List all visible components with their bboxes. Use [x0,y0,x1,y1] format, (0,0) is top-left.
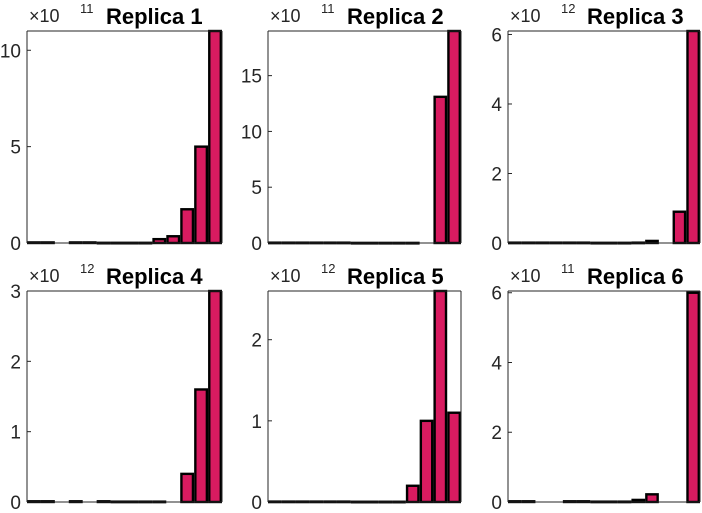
chart-title: Replica 2 [347,4,444,29]
bar-2-14 [447,29,461,245]
chart-title: Replica 3 [587,4,684,29]
chart-title: Replica 4 [106,264,203,289]
bar-2-13 [433,95,448,245]
y-tick-label: 2 [10,352,21,373]
bar-3-13 [672,210,687,245]
exponent-label: ×10 [29,266,60,286]
chart-title: Replica 1 [106,4,203,29]
bar-5-12 [419,419,434,504]
bar-6-14 [686,291,701,504]
chart-panel-6: 0 2 4 6 ×10 11 Replica 6 [491,261,701,513]
y-tick-label: 10 [241,122,262,143]
bar-3-14 [686,29,701,245]
exponent-label: ×10 [270,6,301,26]
bar-1-12 [180,208,195,245]
bar-5-11 [405,484,420,504]
chart-title: Replica 6 [587,264,684,289]
y-tick-label: 0 [491,234,502,255]
bar-4-13 [194,388,209,504]
y-tick-label: 15 [241,67,262,88]
bar-1-11 [166,235,181,245]
y-tick-label: 4 [491,353,502,374]
chart-title: Replica 5 [347,264,444,289]
y-tick-label: 0 [251,493,262,513]
exponent-superscript: 11 [80,1,94,16]
bar-1-13 [194,145,209,245]
exponent-label: ×10 [29,6,60,26]
y-tick-label: 0 [10,493,21,513]
exponent-label: ×10 [510,6,541,26]
bar-5-13 [433,289,448,504]
y-tick-label: 3 [10,282,21,303]
y-tick-label: 0 [491,493,502,513]
bar-4-12 [180,472,195,504]
chart-panel-1: 0 5 10 ×10 11 Replica 1 [0,1,223,255]
y-tick-label: 6 [491,284,502,305]
y-tick-label: 4 [491,95,502,116]
y-tick-label: 0 [10,234,21,255]
y-tick-label: 5 [10,138,21,159]
exponent-label: ×10 [270,266,301,286]
y-tick-label: 2 [251,331,262,352]
bar-1-10 [152,237,167,245]
chart-panel-2: 0 5 10 15 ×10 11 Replica 2 [241,1,462,255]
exponent-superscript: 11 [321,1,335,16]
bar-4-14 [208,289,222,504]
bar-6-11 [645,493,659,504]
exponent-superscript: 12 [561,1,575,16]
exponent-superscript: 12 [321,261,335,276]
exponent-superscript: 12 [80,261,94,276]
y-tick-label: 10 [0,41,21,62]
y-tick-label: 1 [10,423,21,444]
y-tick-label: 6 [491,25,502,46]
chart-panel-5: 012×10 12 Replica 5 [251,261,462,513]
exponent-label: ×10 [510,266,541,286]
y-tick-label: 5 [251,178,262,199]
y-tick-label: 0 [251,234,262,255]
y-tick-label: 2 [491,164,502,185]
y-tick-label: 1 [251,412,262,433]
chart-panel-3: 0 2 4 6 ×10 12 Replica 3 [491,1,701,255]
bar-5-14 [447,411,461,504]
bar-1-14 [208,29,222,245]
exponent-superscript: 11 [561,261,575,276]
y-tick-label: 2 [491,423,502,444]
